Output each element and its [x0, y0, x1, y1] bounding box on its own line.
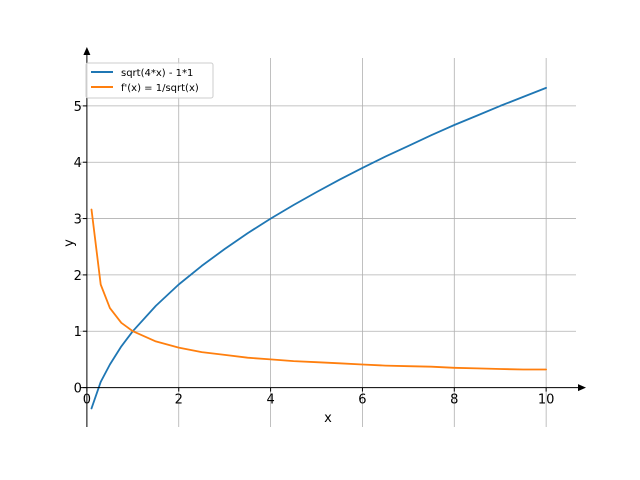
x-tick-label-2: 2: [175, 393, 183, 408]
x-tick-label-6: 6: [358, 393, 366, 408]
y-tick-label-5: 5: [74, 100, 82, 115]
legend-entry-sqrt-series: sqrt(4*x) - 1*1: [121, 68, 193, 79]
x-tick-label-8: 8: [450, 393, 458, 408]
y-tick-label-4: 4: [74, 156, 82, 171]
legend-entry-derivative-series: f'(x) = 1/sqrt(x): [121, 83, 199, 94]
legend: sqrt(4*x) - 1*1 f'(x) = 1/sqrt(x): [85, 62, 214, 99]
y-tick-label-0: 0: [74, 382, 82, 397]
y-axis-label: y: [62, 239, 77, 247]
x-axis-label: x: [324, 411, 332, 426]
y-axis-arrow: [83, 47, 91, 55]
series-line-1: [90, 208, 547, 371]
plot-lines: [90, 87, 547, 410]
y-tick-label-2: 2: [74, 269, 82, 284]
x-tick-label-10: 10: [538, 393, 555, 408]
tick-marks: 0 2 4 6 8 10 0 1 2 3 4 5: [74, 100, 555, 408]
legend-box: [85, 62, 214, 99]
x-axis-arrow: [578, 384, 586, 392]
x-tick-label-4: 4: [266, 393, 274, 408]
y-tick-label-1: 1: [74, 325, 82, 340]
series-line-0: [90, 87, 547, 410]
x-tick-label-0: 0: [83, 393, 91, 408]
y-tick-label-3: 3: [74, 213, 82, 228]
grid: [80, 58, 576, 427]
axes: [80, 47, 586, 427]
